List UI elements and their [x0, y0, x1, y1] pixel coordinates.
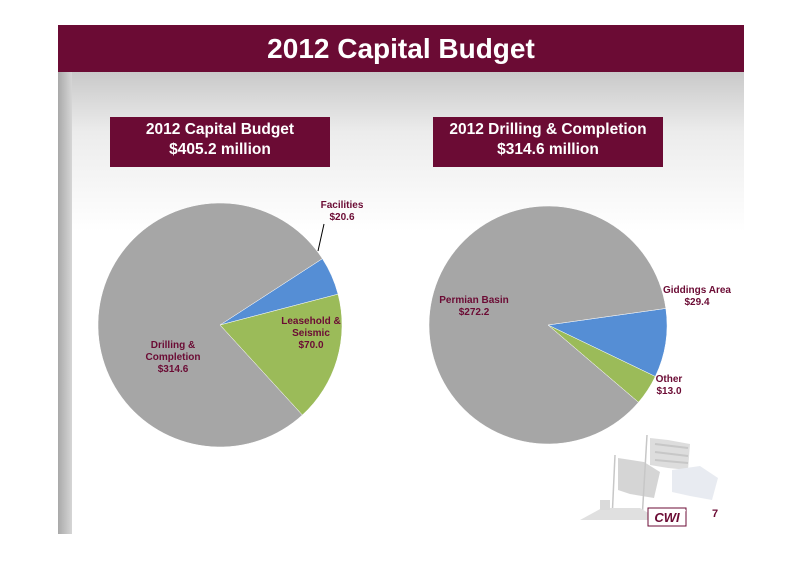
pie-slice-drilling-completion: [97, 202, 323, 448]
cwi-logo: CWI: [647, 507, 687, 527]
pie-slice-permian-basin: [428, 205, 667, 445]
chart-1-title: 2012 Capital Budget: [145, 121, 295, 138]
chart-2-title-box: 2012 Drilling & Completion $314.6 millio…: [433, 117, 663, 167]
slide-title: 2012 Capital Budget: [58, 25, 744, 72]
logo-text: CWI: [654, 510, 680, 525]
chart-1-title-box: 2012 Capital Budget $405.2 million: [110, 117, 330, 167]
rig-flags-illustration: [580, 434, 718, 521]
slice-label-drilling-completion: Drilling & Completion $314.6: [146, 340, 201, 375]
chart-1-total: $405.2 million: [169, 141, 271, 158]
slice-label-permian-basin: Permian Basin $272.2: [439, 295, 508, 318]
pie-slice-leasehold-seismic: [219, 293, 343, 416]
slice-label-leasehold-seismic: Leasehold & Seismic $70.0: [281, 316, 340, 351]
page-number: 7: [712, 508, 719, 520]
left-accent-bar: [58, 72, 72, 534]
slice-label-facilities: Facilities $20.6: [321, 200, 364, 223]
leader-line: [317, 223, 325, 252]
chart-2-title: 2012 Drilling & Completion: [449, 121, 647, 138]
chart-2-total: $314.6 million: [497, 141, 599, 158]
slice-label-other: Other $13.0: [656, 374, 683, 397]
slice-label-giddings-area: Giddings Area $29.4: [663, 285, 731, 308]
pie-chart-capital-budget: Drilling & Completion $314.6 Facilities $20.…: [97, 200, 364, 448]
pie-chart-drilling-completion: Permian Basin $272.2 Giddings Area $29.4 Oth…: [428, 205, 731, 445]
